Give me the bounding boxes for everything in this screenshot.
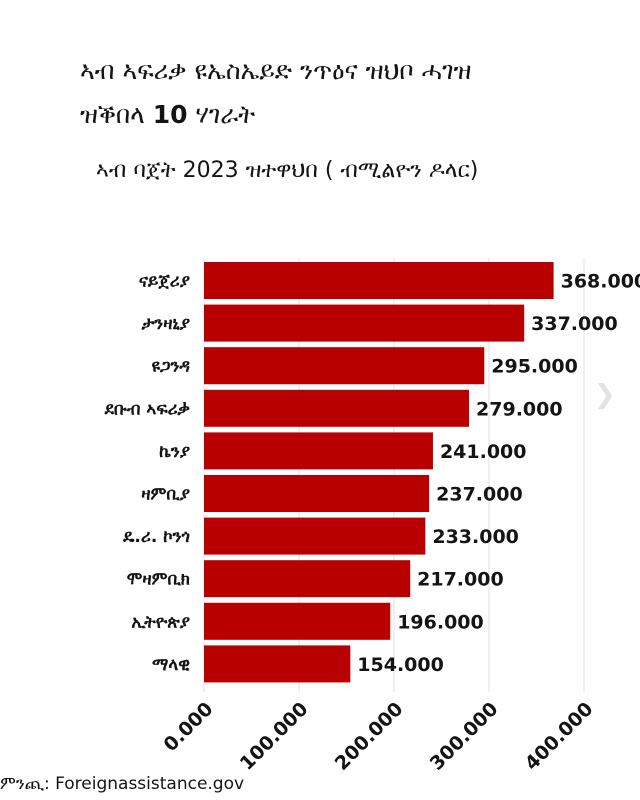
value-label: 233.000 [432,526,519,548]
x-tick-label: 200.000 [331,698,408,775]
chevron-right-icon[interactable]: ❯ [594,380,616,410]
category-label: ዴ.ሪ. ኮንጎ [122,527,190,547]
chart-title-line-1: ኣብ ኣፍሪቃ ዩኤስኤይድ ንጥዕና ዝህቦ ሓገዝ [80,56,472,85]
x-tick-label: 100.000 [236,698,313,775]
bar [204,560,411,598]
category-label: ኬንያ [159,442,190,462]
bars [204,262,554,683]
x-tick-label: 400.000 [521,698,598,775]
category-label: ታንዛኒያ [141,314,190,334]
category-label: ማላዊ [152,655,190,675]
value-label: 295.000 [491,356,578,378]
x-tick-label: 300.000 [426,698,503,775]
category-label: ኢትዮጵያ [131,612,190,632]
x-axis-ticks: 0.000 100.000 200.000 300.000 400.000 [159,698,597,775]
category-label: ዩጋንዳ [151,357,190,377]
value-label: 368.000 [561,271,640,293]
bar [204,389,470,427]
category-label: ናይጀሪያ [139,272,190,292]
bar [204,432,433,470]
value-label: 337.000 [531,313,618,335]
chart-subtitle: ኣብ ባጀት 2023 ዝተዋህበ ( ብሚልዮን ዶላር) [96,158,479,183]
bar [204,602,391,640]
value-label: 196.000 [397,611,484,633]
category-label: ሞዛምቢክ [127,570,190,590]
value-label: 217.000 [417,569,504,591]
bar [204,304,525,342]
bar [204,347,485,385]
bar [204,517,426,555]
value-label: 241.000 [440,441,527,463]
title-number: 10 [152,100,188,129]
chart-title-line-2: ዝቕበላ 10 ሃገራት [80,102,255,127]
value-label: 154.000 [357,654,444,676]
source-note: ምንጪ: Foreignassistance.gov [0,774,245,794]
value-labels: 368.000 337.000 295.000 279.000 241.000 237.0… [357,271,640,676]
bar [204,645,351,683]
category-label: ደቡብ ኣፍሪቃ [104,399,190,419]
bar [204,262,554,299]
category-label: ዛምቢያ [141,485,190,505]
title-prefix: ዝቕበላ [80,100,153,129]
value-label: 279.000 [476,398,563,420]
category-labels: ናይጀሪያ ታንዛኒያ ዩጋንዳ ደቡብ ኣፍሪቃ ኬንያ ዛምቢያ ዴ.ሪ. ኮንጎ ሞዛም… [104,272,191,675]
bar [204,475,430,512]
value-label: 237.000 [436,484,523,506]
title-suffix: ሃገራት [187,100,256,129]
x-tick-label: 0.000 [159,698,217,756]
